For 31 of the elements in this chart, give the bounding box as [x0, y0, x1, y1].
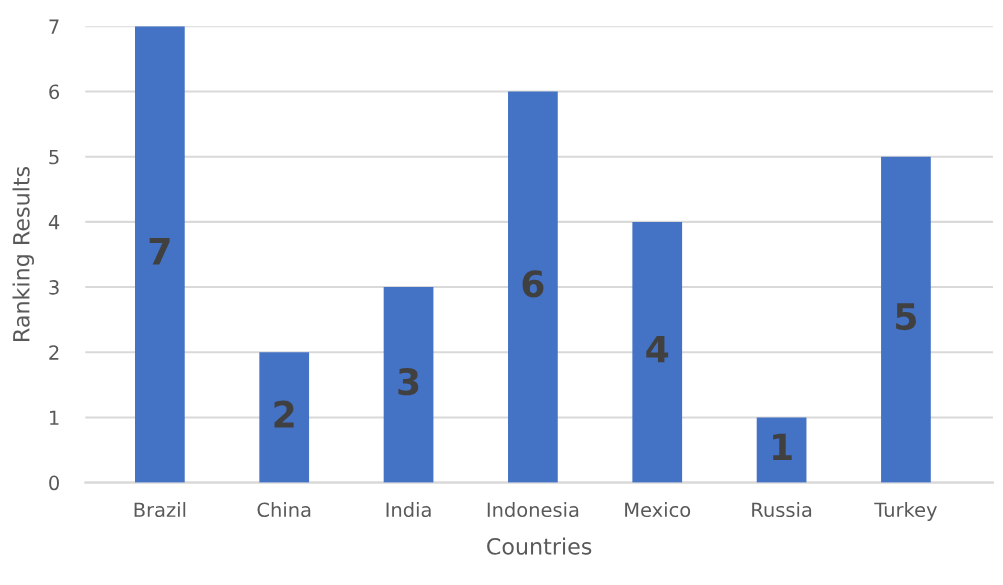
data-label: 6	[522, 270, 544, 298]
data-label: 2	[274, 400, 294, 428]
x-tick-label: Turkey	[874, 502, 937, 521]
data-label: 7	[149, 238, 170, 265]
y-tick-label: 3	[49, 280, 59, 295]
bar	[632, 221, 683, 483]
bar	[134, 26, 185, 483]
y-tick-label: 0	[49, 475, 59, 491]
x-tick-label: Brazil	[134, 502, 186, 518]
data-label: 1	[773, 433, 792, 460]
bar	[881, 156, 931, 483]
x-axis-title: Countries	[487, 537, 592, 555]
x-tick-label: India	[386, 502, 431, 518]
x-tick-label: Russia	[752, 502, 812, 518]
y-tick-label: 6	[49, 84, 60, 100]
y-axis-title: Ranking Results	[12, 166, 34, 341]
data-label: 4	[646, 335, 669, 363]
bar	[259, 352, 310, 483]
bar	[383, 287, 434, 483]
bar	[756, 417, 807, 483]
y-tick-label: 2	[49, 345, 59, 360]
bar	[508, 91, 558, 483]
data-label: 5	[896, 303, 916, 331]
y-tick-label: 5	[49, 149, 59, 165]
y-tick-label: 7	[49, 19, 59, 34]
y-tick-label: 1	[50, 410, 59, 425]
data-label: 3	[398, 368, 419, 396]
x-tick-label: Indonesia	[487, 502, 579, 518]
x-tick-label: China	[257, 502, 311, 518]
y-tick-label: 4	[48, 215, 60, 230]
x-tick-label: Mexico	[625, 502, 691, 518]
